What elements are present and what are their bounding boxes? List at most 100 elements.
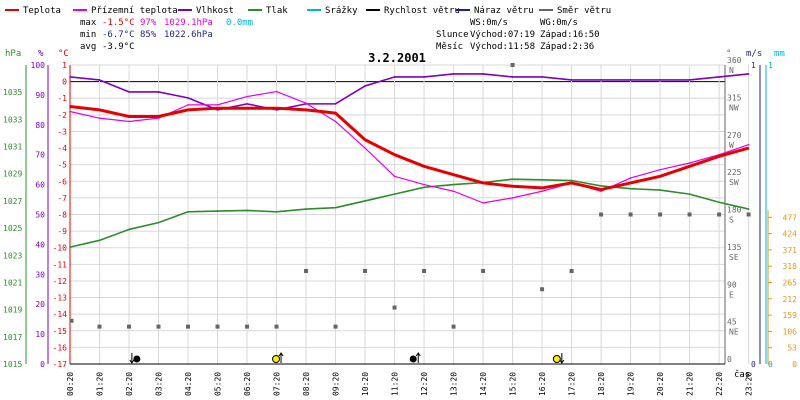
- pressure-tick-label: 1021: [3, 278, 22, 287]
- wind-direction-compass-label: E: [729, 290, 734, 299]
- pressure-tick-label: 1027: [3, 197, 22, 206]
- max-temp: -1.5°C: [102, 18, 135, 28]
- humidity-point: [157, 91, 160, 93]
- humidity-point: [423, 76, 425, 78]
- pressure-point: [69, 246, 71, 248]
- min-label: min: [80, 30, 96, 40]
- ground-temperature-point: [334, 120, 337, 123]
- wind-direction-point: [304, 268, 309, 273]
- pressure-point: [98, 239, 101, 242]
- humidity-tick-label: 10: [35, 330, 45, 339]
- pressure-point: [187, 210, 189, 213]
- humidity-point: [688, 79, 691, 81]
- stats-block: max -1.5°C 97% 1029.1hPa 0.0mm min -6.7°…: [80, 18, 253, 52]
- humidity-point: [334, 103, 337, 105]
- ground-temperature-point: [246, 95, 248, 98]
- ground-temperature-point: [482, 202, 484, 204]
- temperature-point: [128, 115, 130, 118]
- ground-temperature-line: [69, 90, 749, 204]
- pressure-point: [364, 200, 366, 202]
- humidity-tick-label: 90: [35, 91, 45, 100]
- wind-direction-compass-label: S: [729, 216, 734, 225]
- plot-area: [69, 63, 751, 329]
- wind-direction-point: [422, 268, 427, 273]
- humidity-point: [570, 79, 573, 81]
- ground-temperature-point: [393, 175, 396, 178]
- legend-label-4: Srážky: [325, 6, 358, 16]
- rain-cumulative-tick-label: 159: [783, 311, 798, 320]
- wind-speed-axis-unit: m/s: [746, 49, 762, 59]
- wind-direction-point: [363, 268, 368, 273]
- humidity-line: [69, 73, 749, 111]
- temperature-point: [482, 182, 484, 184]
- wind-direction-point: [245, 324, 250, 329]
- max-rain: 0.0mm: [226, 18, 253, 28]
- time-tick-label: 16:20: [538, 372, 547, 396]
- rain-axis-unit: mm: [774, 49, 785, 59]
- temperature-tick-label: 0: [62, 78, 67, 87]
- ground-temperature-point: [98, 117, 101, 119]
- wind-direction-point: [717, 212, 722, 217]
- ground-temperature-point: [423, 183, 425, 186]
- time-tick-label: 22:20: [715, 372, 724, 396]
- wind-direction-degree-label: 45: [727, 318, 737, 327]
- wind-direction-point: [628, 212, 633, 217]
- ground-temperature-point: [305, 102, 307, 105]
- temperature-point: [334, 112, 337, 114]
- ground-temperature-point: [187, 104, 189, 106]
- pressure-tick-label: 1025: [3, 224, 22, 233]
- moonrise-marker: [409, 355, 417, 363]
- min-temp: -6.7°C: [102, 30, 135, 40]
- ground-temperature-point: [216, 104, 219, 106]
- temperature-point: [747, 147, 750, 149]
- wind-direction-point: [392, 305, 397, 310]
- temperature-point: [688, 165, 691, 168]
- temperature-point: [423, 165, 425, 168]
- wind-direction-point: [599, 212, 604, 217]
- temperature-point: [511, 185, 514, 188]
- pressure-point: [128, 228, 130, 231]
- time-tick-label: 01:20: [96, 372, 105, 396]
- temperature-tick-label: -8: [57, 211, 67, 220]
- wind-direction-point: [481, 268, 486, 273]
- time-tick-label: 14:20: [479, 372, 488, 396]
- sunset-arrowhead: [559, 359, 565, 364]
- pressure-point: [393, 193, 396, 195]
- min-pressure: 1022.6hPa: [164, 30, 213, 40]
- pressure-point: [600, 185, 602, 187]
- temperature-point: [600, 188, 602, 191]
- rain-cumulative-tick-label: 424: [783, 230, 798, 239]
- humidity-point: [511, 76, 514, 78]
- temperature-tick-label: -14: [53, 310, 68, 319]
- time-tick-label: 04:20: [184, 372, 193, 396]
- wind-direction-degree-label: 90: [727, 280, 737, 289]
- humidity-tick-label: 100: [31, 61, 46, 70]
- wind-direction-compass-label: NE: [729, 328, 739, 337]
- humidity-point: [747, 73, 750, 75]
- humidity-point: [69, 76, 71, 78]
- humidity-point: [718, 76, 720, 78]
- rain-cumulative-tick-label: 0: [792, 360, 797, 369]
- temperature-point: [570, 182, 573, 184]
- legend-label-0: Teplota: [23, 6, 61, 16]
- humidity-point: [246, 103, 248, 105]
- legend-label-2: Vlhkost: [196, 6, 234, 16]
- moonrise-time: Východ:11:58: [470, 42, 535, 52]
- sunset-time: Západ:16:50: [540, 30, 600, 40]
- ground-temperature-point: [688, 162, 691, 164]
- temperature-point: [659, 175, 661, 178]
- temperature-point: [275, 107, 278, 109]
- legend-label-5: Rychlost větru: [384, 6, 460, 16]
- temperature-line: [69, 105, 750, 192]
- pressure-tick-label: 1019: [3, 306, 22, 315]
- time-tick-label: 03:20: [155, 372, 164, 396]
- temperature-point: [305, 109, 307, 111]
- wind-direction-compass-label: NW: [729, 103, 739, 112]
- wind-direction-point: [569, 268, 574, 273]
- time-tick-label: 11:20: [391, 372, 400, 396]
- humidity-point: [629, 79, 632, 81]
- wind-direction-point: [451, 324, 456, 329]
- max-humidity: 97%: [140, 18, 157, 28]
- wind-direction-degree-label: 0: [727, 355, 732, 364]
- pressure-point: [305, 208, 307, 210]
